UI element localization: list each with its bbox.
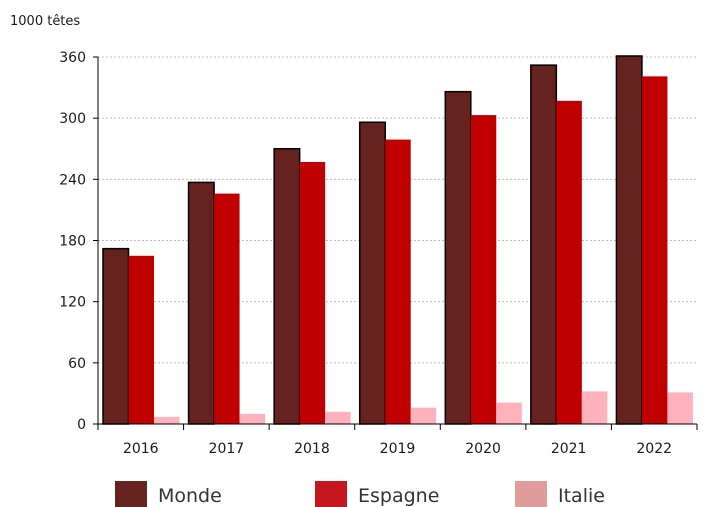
legend-swatch-espagne xyxy=(315,481,347,507)
bar-espagne-2017 xyxy=(214,193,240,424)
legend-swatch-monde xyxy=(115,481,147,507)
x-tick-label: 2019 xyxy=(380,441,416,457)
y-axis: 0 60 120 180 240 300 360 xyxy=(59,50,99,433)
bar-monde-2020 xyxy=(444,90,472,425)
y-tick-label: 0 xyxy=(77,417,86,433)
bar-italie-2020 xyxy=(496,402,522,424)
x-tick-label: 2021 xyxy=(551,441,587,457)
bar-espagne-2022 xyxy=(641,76,668,424)
legend-label-italie: Italie xyxy=(558,485,605,507)
x-tick-label: 2017 xyxy=(209,441,245,457)
legend-swatch-italie xyxy=(515,481,547,507)
x-tick-label: 2020 xyxy=(465,441,501,457)
bar-espagne-2016 xyxy=(128,255,154,424)
x-tick-label: 2018 xyxy=(294,441,330,457)
bar-italie-2019 xyxy=(410,407,437,424)
bars xyxy=(102,55,693,425)
y-tick-label: 300 xyxy=(59,111,86,127)
legend-label-monde: Monde xyxy=(158,485,222,507)
legend-label-espagne: Espagne xyxy=(358,485,439,507)
legend: Monde Espagne Italie xyxy=(115,481,605,507)
bar-italie-2022 xyxy=(667,392,693,424)
bar-italie-2018 xyxy=(325,411,351,424)
y-unit-label: 1000 têtes xyxy=(10,14,80,29)
y-tick-label: 180 xyxy=(59,234,86,250)
bar-espagne-2019 xyxy=(385,139,411,424)
bar-espagne-2018 xyxy=(299,162,326,424)
bar-monde-2016 xyxy=(102,247,130,425)
bar-italie-2017 xyxy=(239,413,266,424)
bar-monde-2021 xyxy=(530,64,558,425)
bar-monde-2019 xyxy=(358,121,386,425)
bar-monde-2017 xyxy=(187,181,215,425)
bar-monde-2022 xyxy=(615,55,643,425)
y-tick-label: 60 xyxy=(68,356,86,372)
bar-espagne-2021 xyxy=(556,100,582,424)
y-tick-label: 360 xyxy=(59,50,86,66)
x-axis: 2016 2017 2018 2019 2020 2021 2022 xyxy=(97,423,698,457)
bar-monde-2018 xyxy=(273,148,301,425)
x-tick-label: 2016 xyxy=(123,441,159,457)
y-tick-label: 120 xyxy=(59,295,86,311)
x-tick-label: 2022 xyxy=(636,441,672,457)
y-tick-label: 240 xyxy=(59,172,86,188)
bar-italie-2021 xyxy=(581,391,608,424)
bar-espagne-2020 xyxy=(470,115,497,424)
bar-italie-2016 xyxy=(154,416,180,424)
